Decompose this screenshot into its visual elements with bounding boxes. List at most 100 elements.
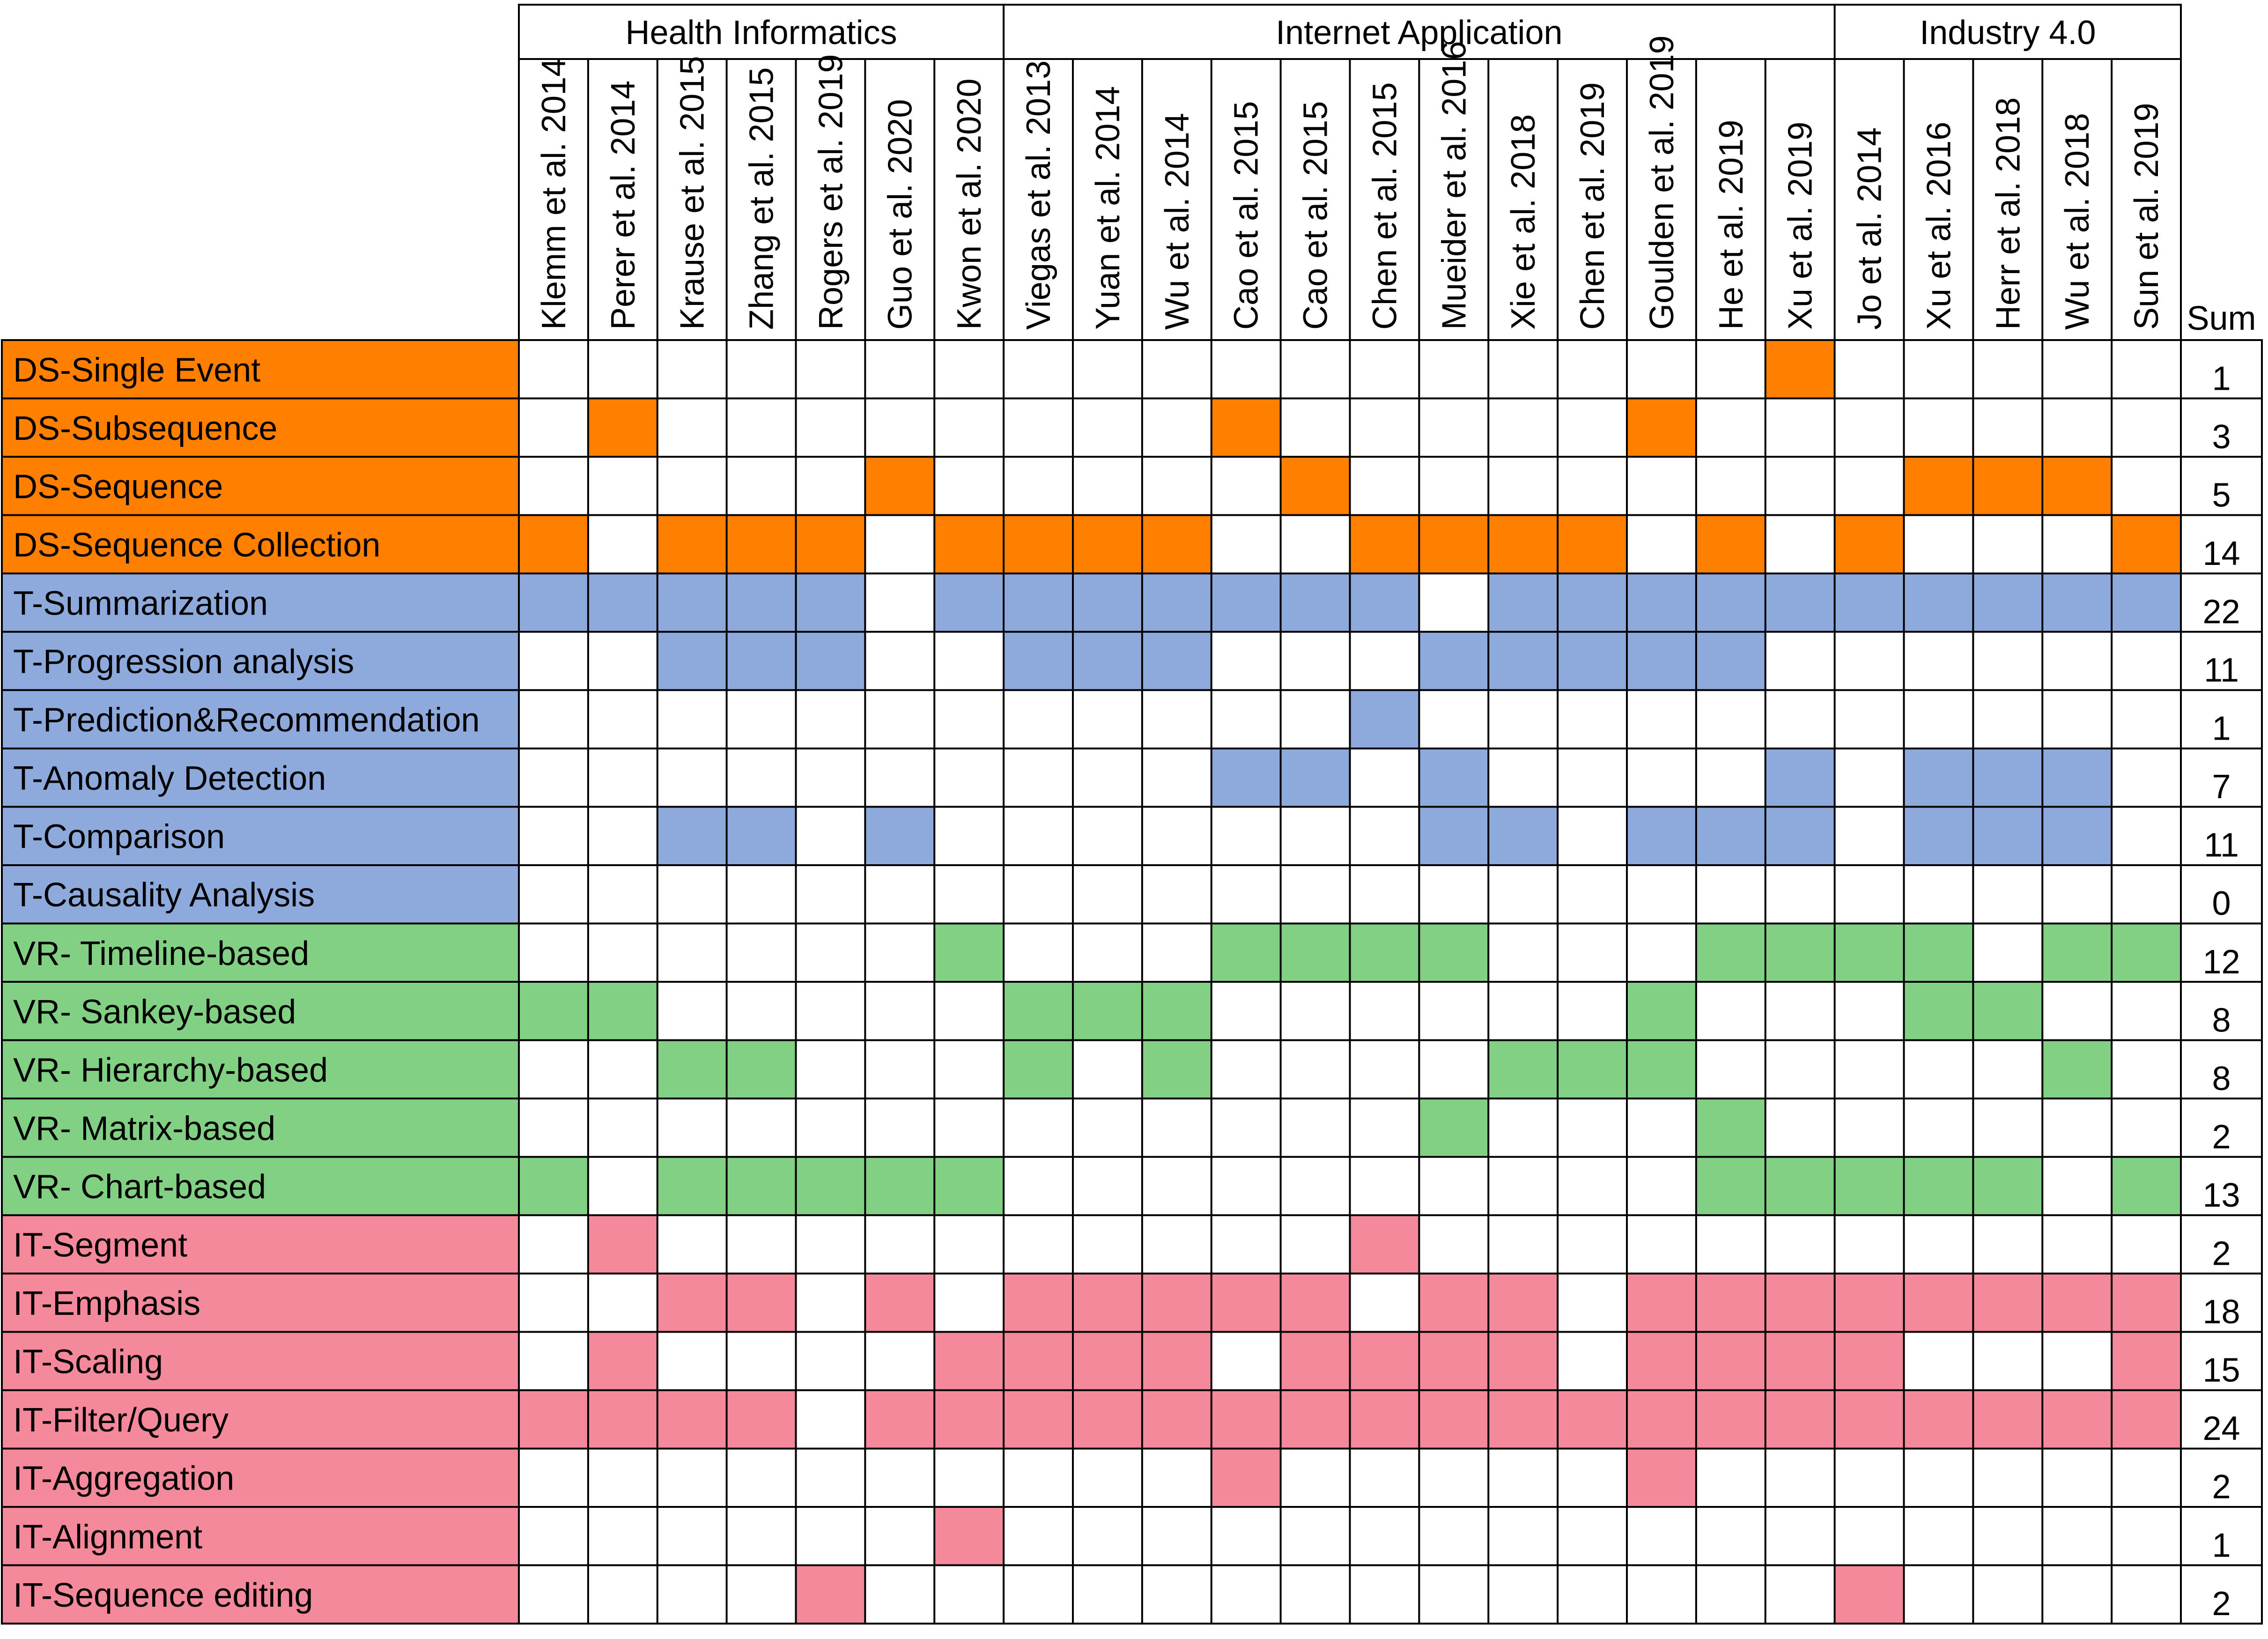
matrix-cell-filled — [588, 1390, 657, 1449]
matrix-cell-filled — [1765, 807, 1835, 865]
matrix-cell-filled — [1142, 1332, 1212, 1390]
matrix-cell-filled — [1419, 1098, 1489, 1157]
matrix-cell-filled — [934, 1390, 1004, 1449]
row-label-bg-it — [2, 1332, 519, 1390]
row-label: T-Summarization — [13, 585, 268, 622]
matrix-cell-filled — [1696, 923, 1766, 982]
row-label: T-Prediction&Recommendation — [13, 702, 480, 739]
column-header: Sun et al. 2019 — [2128, 103, 2165, 330]
matrix-cell-filled — [1558, 515, 1627, 574]
matrix-cell-filled — [657, 573, 727, 632]
matrix-cell-filled — [1350, 690, 1419, 749]
matrix-cell-filled — [1904, 807, 1973, 865]
matrix-cell-filled — [2112, 1273, 2181, 1332]
matrix-cell-filled — [2112, 573, 2181, 632]
row-label-bg-t — [2, 865, 519, 924]
matrix-cell-filled — [657, 1157, 727, 1216]
matrix-cell-filled — [1627, 1332, 1696, 1390]
matrix-cell-filled — [2042, 457, 2112, 515]
column-header: Wu et al. 2014 — [1159, 113, 1196, 330]
row-label-bg-vr — [2, 1098, 519, 1157]
matrix-cell-filled — [1142, 573, 1212, 632]
matrix-cell-filled — [1834, 1157, 1904, 1216]
matrix-cell-filled — [1419, 1273, 1489, 1332]
row-label-bg-it — [2, 1448, 519, 1507]
column-header: He et al. 2019 — [1713, 120, 1750, 330]
matrix-cell-filled — [865, 1157, 935, 1216]
matrix-cell-filled — [1488, 515, 1558, 574]
column-header: Rogers et al. 2019 — [812, 54, 850, 330]
matrix-cell-filled — [865, 1390, 935, 1449]
matrix-cell-filled — [1834, 1273, 1904, 1332]
matrix-cell-filled — [1696, 631, 1766, 690]
row-label-bg-ds — [2, 457, 519, 515]
matrix-cell-filled — [1904, 457, 1973, 515]
matrix-cell-filled — [1627, 631, 1696, 690]
matrix-cell-filled — [865, 1273, 935, 1332]
matrix-cell-filled — [1696, 1390, 1766, 1449]
matrix-cell-filled — [1004, 631, 1073, 690]
matrix-cell-filled — [1973, 1390, 2043, 1449]
matrix-cell-filled — [2042, 1390, 2112, 1449]
column-header: Guo et al. 2020 — [881, 99, 919, 330]
matrix-cell-filled — [1004, 573, 1073, 632]
row-label: VR- Sankey-based — [13, 993, 296, 1031]
column-header: Mueider et al. 2016 — [1435, 41, 1473, 330]
matrix-cell-filled — [1627, 807, 1696, 865]
row-label-bg-t — [2, 748, 519, 807]
matrix-cell-filled — [1004, 515, 1073, 574]
matrix-cell-filled — [1419, 748, 1489, 807]
matrix-cell-filled — [1488, 573, 1558, 632]
matrix-cell-filled — [1558, 573, 1627, 632]
column-header: Zhang et al. 2015 — [743, 67, 781, 330]
row-label: IT-Aggregation — [13, 1460, 234, 1498]
matrix-cell-filled — [588, 1215, 657, 1274]
matrix-cell-filled — [726, 515, 796, 574]
matrix-cell-filled — [726, 1040, 796, 1099]
row-label-bg-t — [2, 807, 519, 865]
column-header: Krause et al. 2015 — [674, 56, 711, 330]
matrix-cell-filled — [1765, 1273, 1835, 1332]
matrix-cell-filled — [1973, 982, 2043, 1040]
matrix-cell-filled — [1004, 1390, 1073, 1449]
matrix-cell-filled — [657, 807, 727, 865]
matrix-cell-filled — [1350, 1332, 1419, 1390]
row-label: IT-Segment — [13, 1227, 187, 1264]
matrix-cell-filled — [2042, 748, 2112, 807]
matrix-cell-filled — [796, 1565, 865, 1624]
matrix-cell-filled — [1142, 982, 1212, 1040]
matrix-cell-filled — [1142, 1390, 1212, 1449]
matrix-cell-filled — [796, 631, 865, 690]
column-header: Chen et al. 2019 — [1574, 82, 1611, 330]
matrix-cell-filled — [1834, 515, 1904, 574]
row-label-bg-ds — [2, 515, 519, 574]
matrix-cell-filled — [1904, 1390, 1973, 1449]
matrix-cell-filled — [1350, 1390, 1419, 1449]
row-label: DS-Single Event — [13, 351, 260, 389]
row-label-bg-ds — [2, 398, 519, 457]
matrix-cell-filled — [1904, 982, 1973, 1040]
matrix-cell-filled — [1696, 573, 1766, 632]
matrix-cell-filled — [1419, 515, 1489, 574]
matrix-cell-filled — [1834, 1390, 1904, 1449]
row-label: VR- Matrix-based — [13, 1110, 275, 1147]
matrix-cell-filled — [1419, 1390, 1489, 1449]
matrix-cell-filled — [1280, 748, 1350, 807]
matrix-cell-filled — [1904, 923, 1973, 982]
matrix-cell-filled — [1488, 1332, 1558, 1390]
row-label: VR- Timeline-based — [13, 935, 309, 972]
matrix-cell-filled — [1627, 1040, 1696, 1099]
row-label-bg-vr — [2, 1040, 519, 1099]
matrix-cell-filled — [1350, 1215, 1419, 1274]
row-label: IT-Scaling — [13, 1343, 163, 1381]
matrix-cell-filled — [519, 1390, 588, 1449]
matrix-cell-filled — [1904, 748, 1973, 807]
cell-fills-layer — [2, 340, 2181, 1624]
matrix-cell-filled — [1004, 1332, 1073, 1390]
matrix-cell-filled — [726, 631, 796, 690]
matrix-cell-filled — [1627, 982, 1696, 1040]
matrix-cell-filled — [1280, 457, 1350, 515]
column-header: Herr et al. 2018 — [1989, 97, 2027, 330]
row-label: IT-Emphasis — [13, 1285, 200, 1322]
row-label: IT-Filter/Query — [13, 1402, 229, 1439]
